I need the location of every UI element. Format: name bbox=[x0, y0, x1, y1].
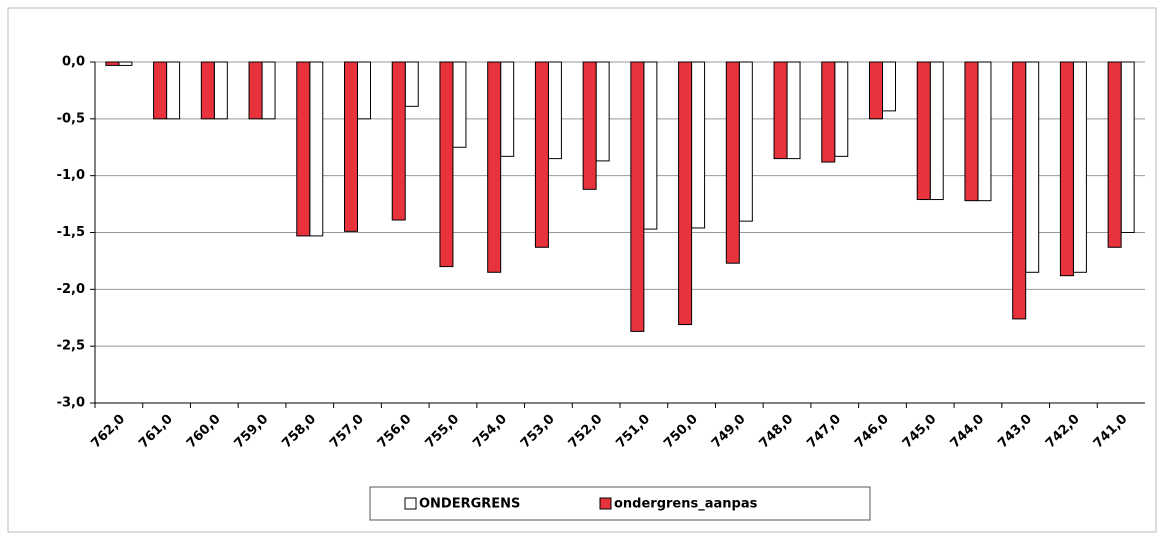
bar bbox=[296, 61, 311, 237]
bar bbox=[487, 61, 502, 273]
y-tick-label: -3,0 bbox=[57, 396, 85, 411]
legend-swatch bbox=[404, 497, 417, 510]
bar bbox=[738, 61, 753, 222]
bar bbox=[1059, 61, 1074, 277]
y-tick-label: -1,0 bbox=[57, 168, 85, 183]
bar bbox=[643, 61, 658, 230]
bar bbox=[344, 61, 358, 232]
bar bbox=[1107, 61, 1122, 248]
y-tick-label: -2,0 bbox=[57, 282, 85, 297]
bar bbox=[929, 61, 944, 201]
bar bbox=[977, 61, 992, 202]
bar bbox=[309, 61, 324, 237]
bar bbox=[1120, 61, 1135, 233]
legend-label: ondergrens_aanpas bbox=[614, 497, 758, 512]
bar bbox=[834, 61, 849, 157]
bar bbox=[630, 61, 645, 332]
bar bbox=[404, 61, 419, 107]
legend-swatch bbox=[599, 497, 612, 510]
bar bbox=[200, 61, 215, 120]
bar bbox=[595, 61, 610, 162]
bar bbox=[153, 61, 168, 120]
bar bbox=[691, 61, 706, 229]
bar bbox=[964, 61, 979, 202]
bar bbox=[1012, 61, 1027, 320]
bar bbox=[248, 61, 263, 120]
bar bbox=[500, 61, 515, 157]
bar bbox=[357, 61, 371, 120]
bar bbox=[166, 61, 181, 120]
bar bbox=[773, 61, 788, 160]
legend-box bbox=[369, 486, 871, 521]
bar bbox=[391, 61, 406, 221]
y-tick-label: -0,5 bbox=[57, 111, 85, 126]
bar bbox=[547, 61, 562, 160]
y-tick-label: -1,5 bbox=[57, 225, 85, 240]
bar bbox=[118, 61, 133, 66]
bar bbox=[869, 61, 883, 120]
bar bbox=[213, 61, 228, 120]
bar bbox=[452, 61, 467, 148]
bar bbox=[439, 61, 454, 268]
bar bbox=[882, 61, 896, 112]
bar bbox=[821, 61, 836, 163]
bar bbox=[786, 61, 801, 160]
bar bbox=[582, 61, 597, 190]
legend-label: ONDERGRENS bbox=[419, 497, 520, 512]
y-tick-label: -2,5 bbox=[57, 339, 85, 354]
bar bbox=[678, 61, 693, 326]
bar bbox=[1072, 61, 1087, 273]
y-tick-label: 0,0 bbox=[62, 55, 85, 70]
bar bbox=[1025, 61, 1040, 273]
bar bbox=[534, 61, 549, 248]
bar bbox=[105, 61, 120, 66]
bar bbox=[725, 61, 740, 264]
bar bbox=[916, 61, 931, 201]
bar bbox=[261, 61, 276, 120]
